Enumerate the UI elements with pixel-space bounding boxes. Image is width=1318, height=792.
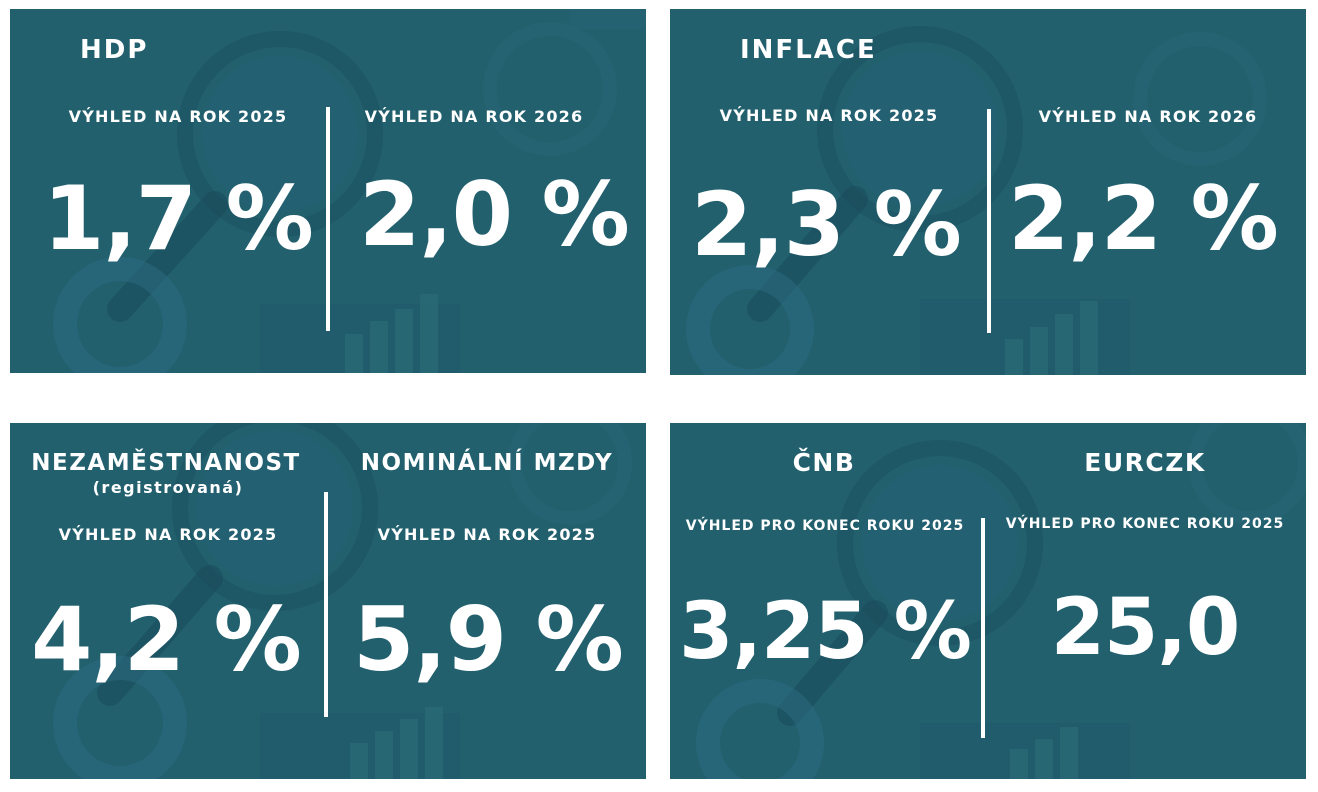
divider <box>987 109 991 333</box>
eurczk-value: 25,0 <box>1050 583 1240 673</box>
value-2025: 2,3 % <box>691 173 962 276</box>
unemployment-note: (registrovaná) <box>92 478 244 497</box>
panel-labor-market: NEZAMĚSTNANOST (registrovaná) NOMINÁLNÍ … <box>10 423 646 779</box>
wages-title: NOMINÁLNÍ MZDY <box>360 450 614 476</box>
unemployment-title: NEZAMĚSTNANOST <box>31 450 301 476</box>
outlook-label-unemployment: VÝHLED NA ROK 2025 <box>58 525 278 544</box>
panel-hdp: HDP VÝHLED NA ROK 2025 VÝHLED NA ROK 202… <box>10 9 646 373</box>
value-2026: 2,0 % <box>359 163 630 266</box>
outlook-label-2026: VÝHLED NA ROK 2026 <box>1038 107 1258 126</box>
outlook-label-2025: VÝHLED NA ROK 2025 <box>68 107 288 126</box>
outlook-label-wages: VÝHLED NA ROK 2025 <box>377 525 597 544</box>
background-magnifier-chart-graphic <box>686 26 1267 375</box>
panel-inflace: INFLACE VÝHLED NA ROK 2025 VÝHLED NA ROK… <box>670 9 1306 375</box>
background-magnifier-chart-graphic <box>53 423 632 779</box>
panel-title: INFLACE <box>740 35 877 65</box>
background-magnifier-chart-graphic <box>696 423 1306 779</box>
wages-value: 5,9 % <box>353 588 624 691</box>
background-magnifier-chart-graphic <box>53 9 646 373</box>
outlook-label-2026: VÝHLED NA ROK 2026 <box>364 107 584 126</box>
outlook-label-cnb: VÝHLED PRO KONEC ROKU 2025 <box>685 518 965 534</box>
outlook-label-2025: VÝHLED NA ROK 2025 <box>719 106 939 125</box>
divider <box>324 492 328 717</box>
panel-cnb-eurczk: ČNB EURCZK VÝHLED PRO KONEC ROKU 2025 VÝ… <box>670 423 1306 779</box>
cnb-rate-value: 3,25 % <box>679 587 972 677</box>
cnb-title: ČNB <box>792 448 856 477</box>
eurczk-title: EURCZK <box>1084 448 1206 477</box>
value-2025: 1,7 % <box>43 167 314 270</box>
unemployment-value: 4,2 % <box>31 588 302 691</box>
value-2026: 2,2 % <box>1008 167 1279 270</box>
divider <box>326 107 330 331</box>
outlook-label-eurczk: VÝHLED PRO KONEC ROKU 2025 <box>1005 516 1285 532</box>
panel-title: HDP <box>80 35 149 65</box>
divider <box>981 518 985 738</box>
